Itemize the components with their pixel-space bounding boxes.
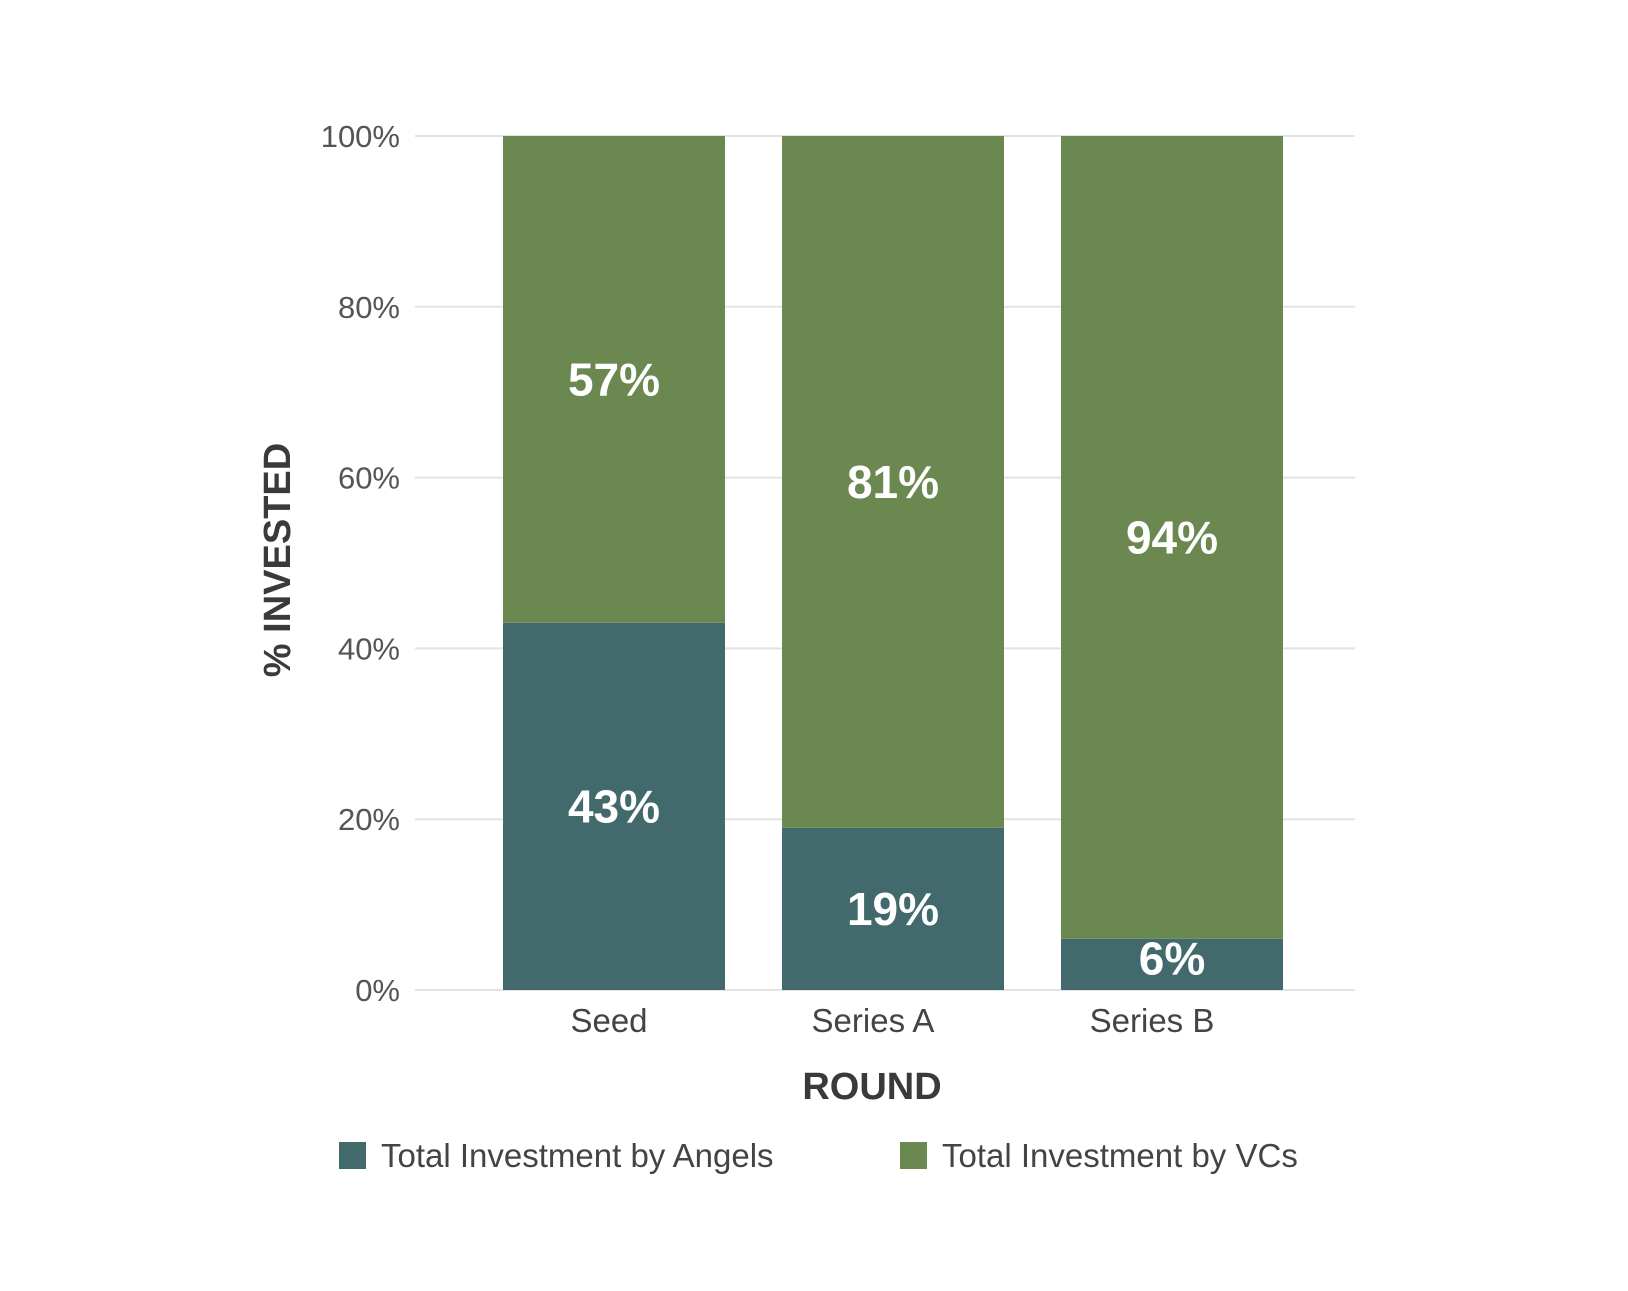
bar-data-label: 43% bbox=[568, 780, 660, 832]
bar-segment bbox=[782, 827, 1004, 990]
y-tick-label: 20% bbox=[338, 802, 400, 837]
legend-swatch bbox=[339, 1142, 366, 1169]
legend-label: Total Investment by Angels bbox=[381, 1137, 774, 1174]
legend: Total Investment by Angels Total Investme… bbox=[339, 1137, 1298, 1174]
bar-segment bbox=[503, 136, 725, 623]
x-axis-ticks: Seed Series A Series B bbox=[570, 1002, 1214, 1039]
bar-data-label: 6% bbox=[1139, 932, 1205, 984]
bar-segment bbox=[782, 136, 1004, 828]
y-tick-label: 0% bbox=[355, 973, 400, 1008]
bar-segment bbox=[1061, 136, 1283, 939]
bars bbox=[503, 136, 1283, 990]
y-tick-label: 80% bbox=[338, 290, 400, 325]
bar-segment bbox=[1061, 938, 1283, 990]
y-tick-label: 100% bbox=[321, 119, 400, 154]
bar-data-label: 57% bbox=[568, 353, 660, 405]
y-axis-ticks: 0% 20% 40% 60% 80% 100% bbox=[321, 119, 400, 1008]
legend-swatch bbox=[900, 1142, 927, 1169]
bar-data-label: 19% bbox=[847, 883, 939, 935]
y-tick-label: 40% bbox=[338, 631, 400, 666]
bar-segment bbox=[503, 622, 725, 990]
x-tick-label: Series B bbox=[1090, 1002, 1215, 1039]
y-tick-label: 60% bbox=[338, 461, 400, 496]
x-tick-label: Series A bbox=[812, 1002, 935, 1039]
legend-label: Total Investment by VCs bbox=[942, 1137, 1298, 1174]
data-labels: 43% 57% 19% 81% 6% 94% bbox=[568, 353, 1218, 984]
x-tick-label: Seed bbox=[570, 1002, 647, 1039]
bar-data-label: 81% bbox=[847, 456, 939, 508]
bar-data-label: 94% bbox=[1126, 511, 1218, 563]
x-axis-title: ROUND bbox=[802, 1066, 941, 1108]
y-axis-title: % INVESTED bbox=[257, 443, 299, 677]
